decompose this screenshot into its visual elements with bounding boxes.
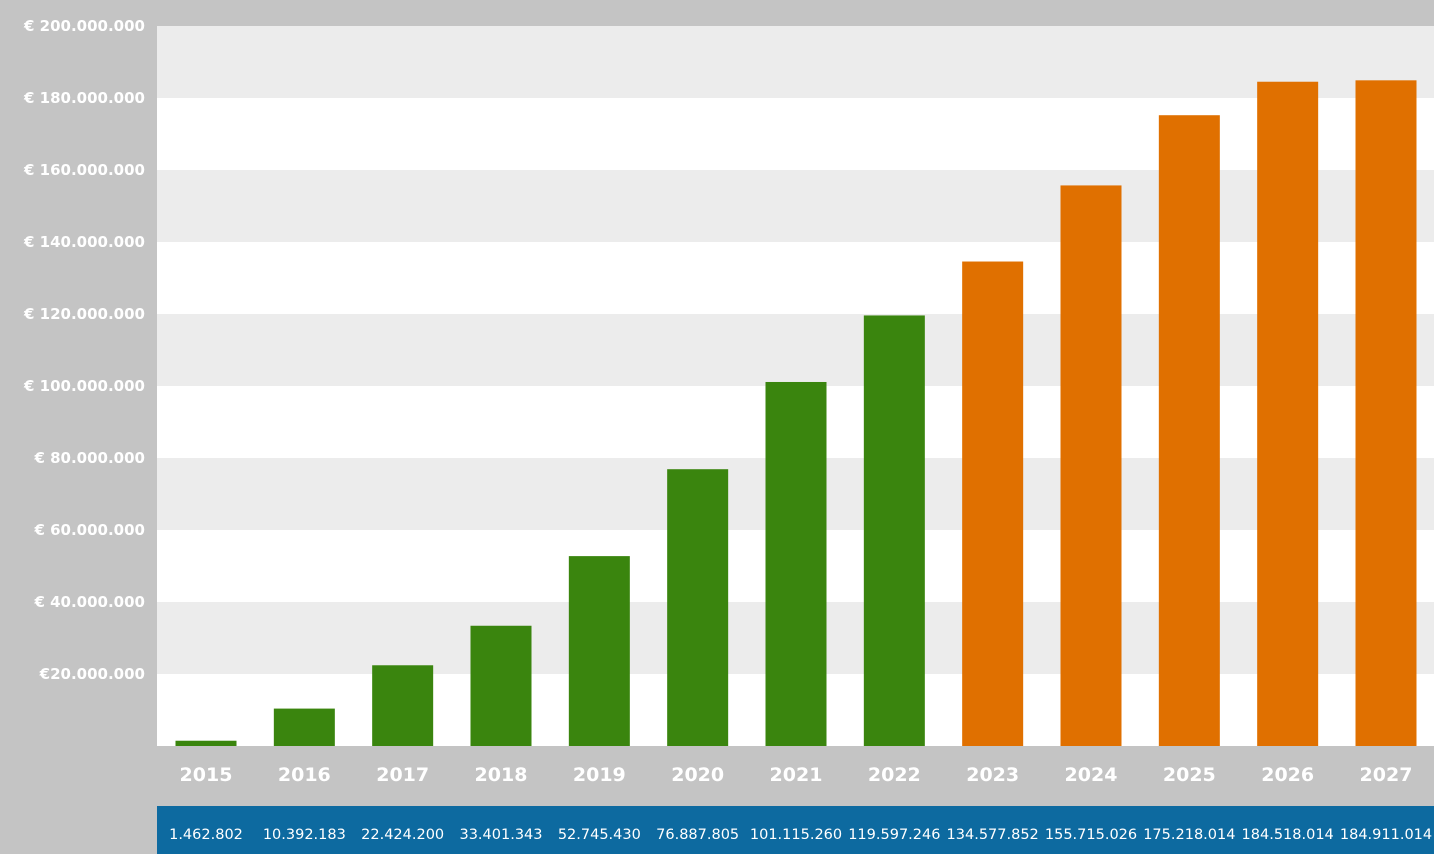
bar [1060,185,1122,746]
x-tick-label: 2018 [475,764,528,786]
x-tick-label: 2023 [966,764,1019,786]
y-tick-label: € 140.000.000 [23,233,145,251]
x-tick-label: 2015 [180,764,233,786]
x-tick-label: 2021 [770,764,823,786]
x-tick-label: 2019 [573,764,626,786]
value-label: 10.392.183 [263,827,346,843]
x-tick-label: 2020 [671,764,724,786]
grid-band [157,98,1434,170]
value-label: 119.597.246 [848,827,940,843]
grid-band [157,26,1434,98]
bar [1158,115,1220,746]
x-tick-label: 2022 [868,764,921,786]
value-label: 175.218.014 [1143,827,1235,843]
value-labels: 1.462.802 10.392.183 22.424.200 33.401.343 5… [169,827,1432,843]
y-tick-label: € 80.000.000 [33,449,145,467]
bars [175,80,1417,746]
grid-band [157,314,1434,386]
y-tick-label: € 120.000.000 [23,305,145,323]
y-tick-label: € 180.000.000 [23,89,145,107]
x-tick-label: 2016 [278,764,331,786]
grid-band [157,170,1434,242]
y-tick-label: € 100.000.000 [23,377,145,395]
x-tick-label: 2017 [376,764,429,786]
bar [175,740,237,746]
bar [765,381,827,746]
value-label: 184.911.014 [1340,827,1432,843]
bar [273,708,335,746]
y-tick-label: € 40.000.000 [33,593,145,611]
value-label: 184.518.014 [1242,827,1334,843]
bar [568,556,630,746]
y-tick-label: €20.000.000 [39,665,145,683]
value-label: 52.745.430 [558,827,641,843]
y-tick-label: € 160.000.000 [23,161,145,179]
y-axis-ticks: €20.000.000 € 40.000.000 € 60.000.000 € 80.… [23,17,145,683]
value-label: 33.401.343 [459,827,542,843]
x-tick-label: 2026 [1261,764,1314,786]
x-axis-ticks: 2015 2016 2017 2018 2019 2020 2021 2022 2023 2024… [180,764,1413,786]
value-label: 22.424.200 [361,827,444,843]
y-tick-label: € 60.000.000 [33,521,145,539]
x-tick-label: 2025 [1163,764,1216,786]
value-label: 101.115.260 [750,827,842,843]
x-tick-label: 2024 [1065,764,1118,786]
bar [1355,80,1417,746]
y-tick-label: € 200.000.000 [23,17,145,35]
bar [667,469,729,746]
value-strip [157,806,1434,854]
x-tick-label: 2027 [1360,764,1413,786]
bar [863,315,925,746]
value-label: 1.462.802 [169,827,243,843]
bar [1257,81,1319,746]
bar [962,261,1024,746]
value-label: 134.577.852 [947,827,1039,843]
grid-band [157,242,1434,314]
value-label: 155.715.026 [1045,827,1137,843]
value-label: 76.887.805 [656,827,739,843]
bar [470,625,532,746]
bar [372,665,434,746]
